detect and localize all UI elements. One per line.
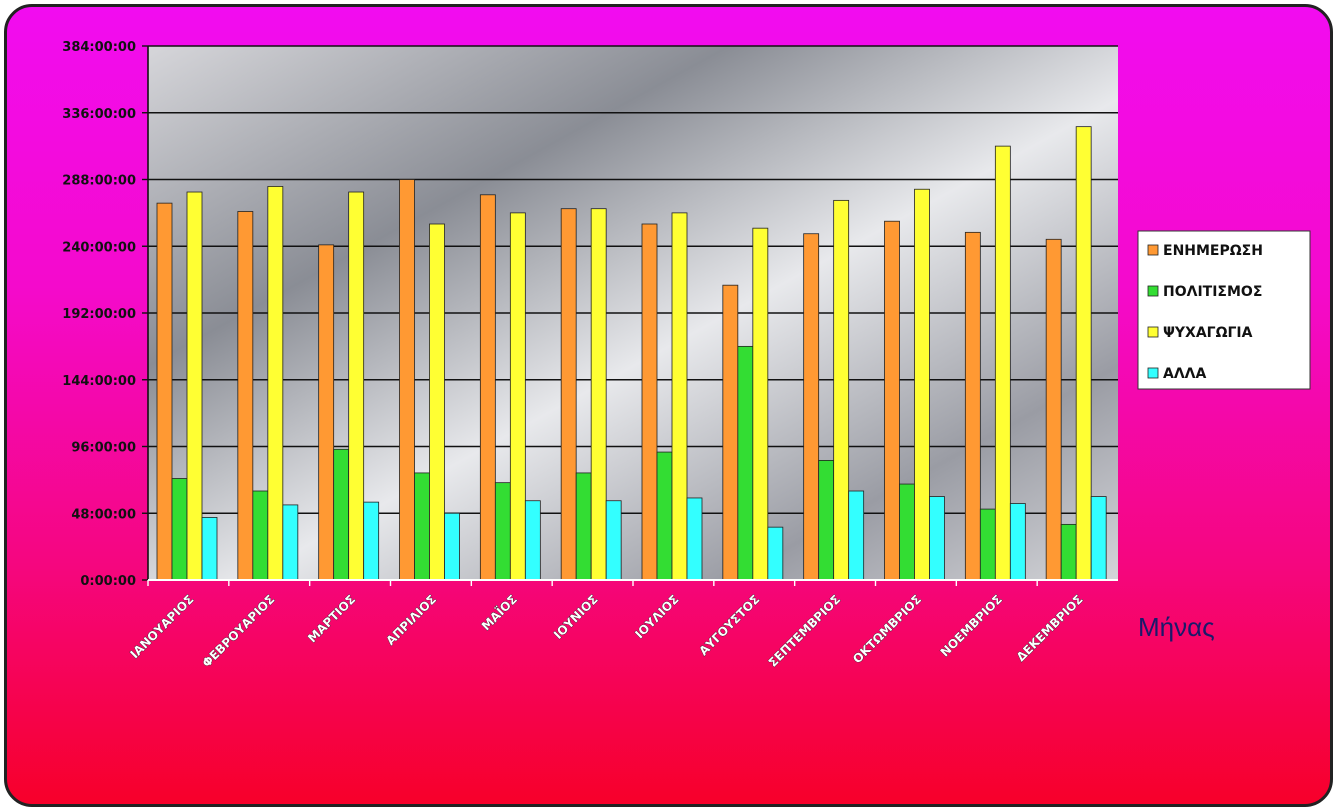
legend-label-4: ΑΛΛΑ <box>1163 366 1207 382</box>
bar-3-9 <box>833 199 850 581</box>
bar-2-12 <box>1060 523 1077 581</box>
bar-4-6 <box>605 500 622 581</box>
legend-swatch-3 <box>1147 326 1159 338</box>
bar-1-10 <box>884 220 900 581</box>
bar-4-1 <box>201 517 218 581</box>
bar-3-8 <box>752 227 769 581</box>
legend-swatch-4 <box>1147 367 1159 379</box>
bar-1-7 <box>641 223 658 581</box>
legend-swatch-1 <box>1147 244 1159 256</box>
x-tick-label: ΑΠΡΙΛΙΟΣ <box>383 592 439 648</box>
bar-2-1 <box>171 478 188 581</box>
x-tick-labels: ΙΑΝΟΥΑΡΙΟΣ ΦΕΒΡΟΥΑΡΙΟΣ ΜΑΡΤΙΟΣ ΑΠΡΙΛΙΟΣ ΜΑΪΟ… <box>127 591 1086 670</box>
y-tick-label: 240:00:00 <box>62 240 136 255</box>
bar-2-11 <box>979 508 996 581</box>
x-tick-label: ΦΕΒΡΟΥΑΡΙΟΣ <box>199 592 277 670</box>
y-tick-label: 48:00:00 <box>71 507 136 522</box>
bar-4-7 <box>686 497 703 581</box>
bar-2-10 <box>899 483 915 581</box>
bar-3-5 <box>509 212 526 581</box>
bar-1-2 <box>237 211 254 581</box>
bar-3-12 <box>1075 126 1092 581</box>
x-tick-label: ΑΥΓΟΥΣΤΟΣ <box>696 592 762 658</box>
legend: ΕΝΗΜΕΡΩΣΗ ΠΟΛΙΤΙΣΜΟΣ ΨΥΧΑΓΩΓΙΑ ΑΛΛΑ <box>1137 230 1311 390</box>
bar-2-4 <box>414 472 430 581</box>
bar-4-2 <box>282 504 299 581</box>
bar-2-9 <box>818 460 835 581</box>
bar-1-4 <box>399 179 415 581</box>
legend-label-3: ΨΥΧΑΓΩΓΙΑ <box>1163 325 1253 341</box>
bar-1-3 <box>318 244 335 581</box>
bar-1-5 <box>479 194 496 581</box>
bar-2-3 <box>333 448 350 581</box>
bar-4-8 <box>767 526 784 581</box>
bar-4-11 <box>1009 503 1026 581</box>
x-tick-label: ΜΑΡΤΙΟΣ <box>305 592 358 645</box>
bar-3-2 <box>267 186 284 581</box>
y-tick-label: 0:00:00 <box>80 574 136 589</box>
bar-3-1 <box>186 191 203 581</box>
bar-3-10 <box>914 188 930 581</box>
bar-2-7 <box>656 451 673 581</box>
bar-3-7 <box>671 212 688 581</box>
bar-2-6 <box>575 472 592 581</box>
x-tick-label: ΔΕΚΕΜΒΡΙΟΣ <box>1014 592 1086 664</box>
y-tick-label: 288:00:00 <box>62 174 136 189</box>
y-tick-labels: 0:00:00 48:00:00 96:00:00 144:00:00 192:00:0… <box>62 40 136 589</box>
bar-1-12 <box>1045 238 1062 581</box>
bar-2-2 <box>252 490 269 581</box>
bar-1-11 <box>964 231 981 581</box>
legend-swatch-2 <box>1147 285 1159 297</box>
x-tick-label: ΝΟΕΜΒΡΙΟΣ <box>938 592 1005 659</box>
axes <box>142 45 1118 586</box>
bar-3-3 <box>348 191 365 581</box>
bar-4-3 <box>363 501 380 581</box>
legend-box <box>1137 230 1311 390</box>
bar-2-5 <box>494 482 511 581</box>
bar-4-4 <box>444 512 460 581</box>
y-tick-label: 96:00:00 <box>71 441 136 456</box>
bar-1-8 <box>722 284 739 581</box>
legend-label-1: ΕΝΗΜΕΡΩΣΗ <box>1163 243 1263 259</box>
bar-2-8 <box>737 345 754 581</box>
bar-1-6 <box>560 208 577 581</box>
x-tick-label: ΜΑΪΟΣ <box>478 592 520 634</box>
bar-1-1 <box>156 202 173 581</box>
x-axis-title: Μήνας <box>1138 612 1215 642</box>
bar-3-11 <box>994 145 1011 581</box>
bar-3-4 <box>429 223 445 581</box>
y-tick-label: 144:00:00 <box>62 374 136 389</box>
y-tick-label: 336:00:00 <box>62 107 136 122</box>
bar-1-9 <box>803 233 820 581</box>
gridlines <box>148 45 1118 581</box>
x-tick-label: ΙΑΝΟΥΑΡΙΟΣ <box>127 592 196 661</box>
bar-3-6 <box>590 208 607 581</box>
y-tick-label: 192:00:00 <box>62 307 136 322</box>
x-tick-label: ΙΟΥΝΙΟΣ <box>551 592 601 642</box>
bar-4-12 <box>1090 496 1107 581</box>
bar-4-5 <box>524 500 541 581</box>
x-tick-label: ΣΕΠΤΕΜΒΡΙΟΣ <box>766 592 843 669</box>
bar-4-10 <box>929 496 945 581</box>
legend-label-2: ΠΟΛΙΤΙΣΜΟΣ <box>1163 284 1262 300</box>
bar-4-9 <box>848 490 865 581</box>
x-tick-label: ΟΚΤΩΜΒΡΙΟΣ <box>850 592 924 666</box>
y-tick-label: 384:00:00 <box>62 40 136 55</box>
x-tick-label: ΙΟΥΛΙΟΣ <box>632 592 681 641</box>
bars <box>156 126 1107 581</box>
